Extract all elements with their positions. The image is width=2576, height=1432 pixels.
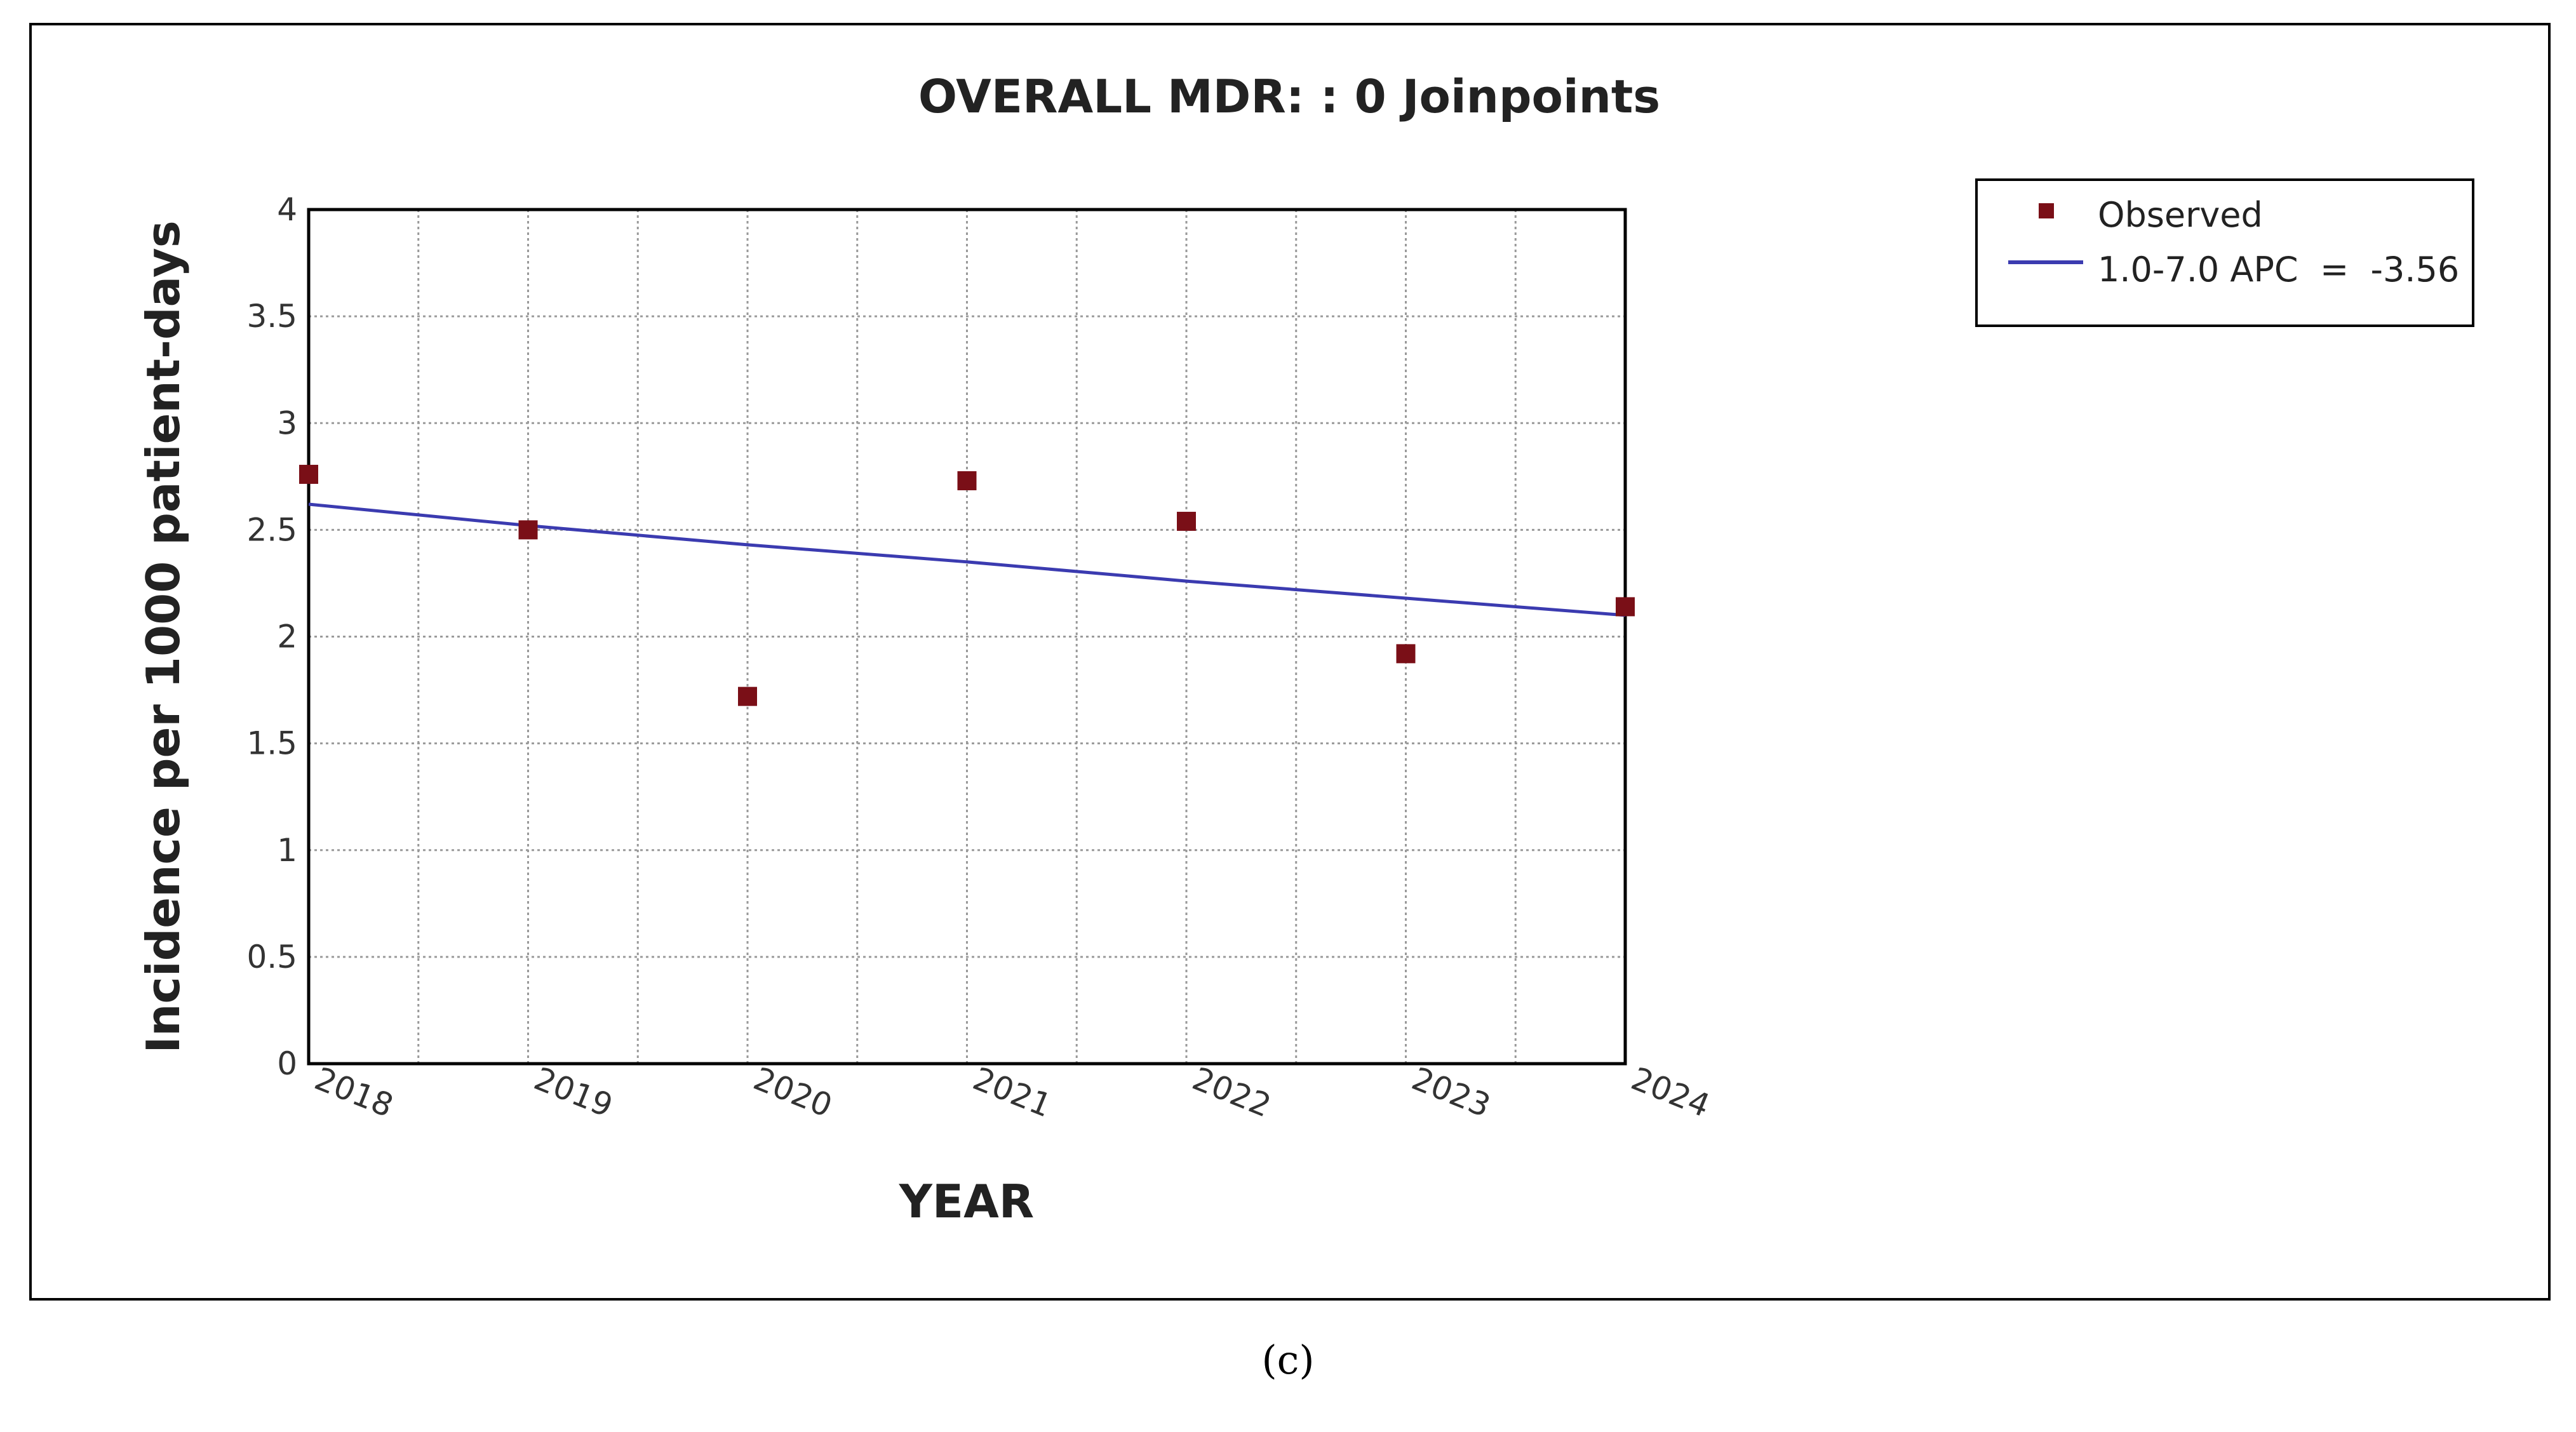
observed-point xyxy=(957,471,977,491)
chart-title: OVERALL MDR: : 0 Joinpoints xyxy=(918,70,1660,123)
grid-layer xyxy=(309,210,1625,1064)
x-axis-label: YEAR xyxy=(899,1175,1034,1228)
y-tick-label: 1.5 xyxy=(246,725,297,762)
x-tick-label: 2019 xyxy=(529,1060,618,1124)
legend-box xyxy=(1975,178,2474,327)
y-tick-label: 4 xyxy=(277,191,297,228)
y-tick-labels: 0 0.5 1 1.5 2 2.5 3 3.5 4 xyxy=(246,191,297,1082)
y-tick-label: 0.5 xyxy=(246,939,297,975)
series-layer xyxy=(299,464,1635,706)
y-tick-label: 0 xyxy=(277,1045,297,1082)
plot-area-border xyxy=(307,208,1627,1066)
legend: Observed 1.0-7.0 APC = -3.56 xyxy=(1975,178,2474,327)
observed-point xyxy=(738,686,757,706)
y-axis-label: Incidence per 1000 patient-days xyxy=(137,220,190,1053)
y-tick-label: 2 xyxy=(277,619,297,655)
x-tick-label: 2024 xyxy=(1627,1060,1715,1124)
y-tick-label: 2.5 xyxy=(246,511,297,548)
x-tick-label: 2023 xyxy=(1407,1060,1496,1124)
x-tick-label: 2020 xyxy=(749,1060,838,1124)
observed-point xyxy=(299,464,318,484)
observed-point xyxy=(518,520,538,540)
x-tick-label: 2021 xyxy=(968,1060,1057,1124)
panel-label: (c) xyxy=(1261,1337,1315,1383)
x-tick-labels: 2018 2019 2020 2021 2022 2023 2024 xyxy=(310,1060,1715,1124)
legend-apc-label: 1.0-7.0 APC = -3.56 xyxy=(2098,250,2459,290)
x-tick-label: 2018 xyxy=(310,1060,399,1124)
observed-point xyxy=(1616,597,1635,617)
y-tick-label: 1 xyxy=(277,832,297,869)
x-tick-label: 2022 xyxy=(1188,1060,1277,1124)
y-tick-label: 3.5 xyxy=(246,298,297,335)
y-tick-label: 3 xyxy=(277,405,297,441)
legend-observed-marker xyxy=(2039,203,2054,218)
observed-point xyxy=(1177,511,1196,531)
observed-point xyxy=(1396,644,1416,664)
legend-observed-label: Observed xyxy=(2098,195,2263,235)
